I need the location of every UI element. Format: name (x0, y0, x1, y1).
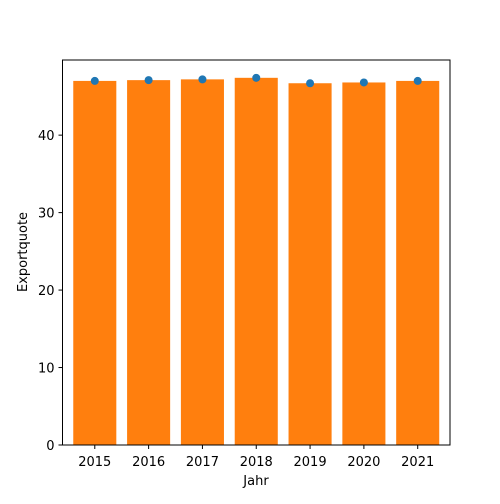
point-2015 (90, 76, 99, 85)
bar-2018 (234, 77, 278, 446)
bars-layer (73, 77, 440, 446)
point-2019 (306, 79, 315, 88)
point-2020 (359, 78, 368, 87)
point-2021 (413, 76, 422, 85)
x-axis-label: Jahr (242, 474, 269, 489)
bar-2021 (396, 80, 440, 445)
point-2016 (144, 76, 153, 85)
y-tick-label: 30 (38, 207, 55, 222)
point-2017 (198, 75, 207, 84)
bar-2015 (73, 80, 117, 445)
bar-2016 (127, 80, 171, 446)
y-axis-ticks: 0 10 20 30 40 (38, 129, 63, 454)
x-tick-label: 2020 (347, 455, 380, 470)
x-tick-label: 2015 (78, 455, 111, 470)
bar-2017 (180, 79, 224, 445)
bar-2019 (288, 83, 332, 445)
bar-2020 (342, 82, 386, 446)
y-axis-label: Exportquote (16, 212, 31, 292)
x-tick-label: 2018 (240, 455, 273, 470)
y-tick-label: 10 (38, 362, 55, 377)
y-tick-label: 0 (46, 439, 54, 454)
x-tick-label: 2021 (401, 455, 434, 470)
points-layer (90, 73, 422, 88)
x-tick-label: 2017 (186, 455, 219, 470)
x-tick-label: 2019 (294, 455, 327, 470)
y-tick-label: 40 (38, 129, 55, 144)
x-tick-label: 2016 (132, 455, 165, 470)
x-axis-ticks: 2015 2016 2017 2018 2019 2020 2021 (78, 445, 434, 470)
y-tick-label: 20 (38, 284, 55, 299)
point-2018 (252, 73, 261, 82)
